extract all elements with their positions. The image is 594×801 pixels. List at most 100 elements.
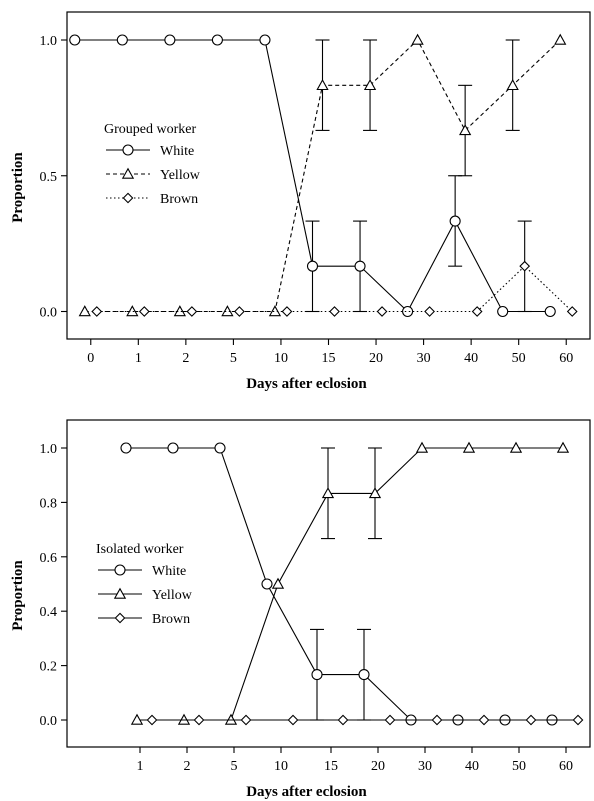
data-point xyxy=(186,306,198,317)
legend: Isolated worker White Yellow Brown xyxy=(96,542,193,627)
data-point xyxy=(424,306,435,317)
y-tick-label: 1.0 xyxy=(40,34,58,49)
x-tick-label: 2 xyxy=(182,351,189,366)
x-tick-label: 15 xyxy=(322,351,336,366)
series-white xyxy=(69,34,556,318)
data-point xyxy=(311,669,323,681)
data-point xyxy=(164,34,176,46)
chart-panel-1: 0.0 0.5 1.0 0 1 2 5 10 15 20 30 40 50 60 Days after ec… xyxy=(10,11,591,392)
legend-entry: Brown xyxy=(160,192,198,207)
data-point xyxy=(449,215,461,227)
x-tick-label: 40 xyxy=(464,351,478,366)
x-tick-label: 1 xyxy=(135,351,142,366)
y-axis-title: Proportion xyxy=(10,152,26,223)
series-white xyxy=(120,442,558,726)
series-yellow xyxy=(130,441,570,725)
y-tick-label: 0.4 xyxy=(40,605,58,620)
x-axis-title: Days after eclosion xyxy=(246,376,367,392)
series-line xyxy=(96,265,573,313)
y-tick-label: 0.0 xyxy=(40,714,58,729)
x-tick-label: 60 xyxy=(559,351,573,366)
x-tick-label: 40 xyxy=(465,759,479,774)
data-point xyxy=(329,306,340,317)
data-point xyxy=(138,306,150,317)
y-axis-title: Proportion xyxy=(10,560,26,631)
data-point xyxy=(402,305,414,318)
y-tick-label: 0.8 xyxy=(40,496,58,511)
x-tick-label: 5 xyxy=(230,351,237,366)
data-point xyxy=(69,34,81,46)
data-point xyxy=(519,260,531,272)
data-point xyxy=(91,306,103,317)
series-line xyxy=(126,447,552,721)
plot-frame xyxy=(66,419,591,748)
data-point xyxy=(130,713,144,725)
data-point xyxy=(556,441,570,453)
y-tick-label: 0.5 xyxy=(40,170,58,185)
data-point xyxy=(459,124,472,136)
series-brown xyxy=(146,714,584,726)
legend-entry: White xyxy=(152,564,186,579)
data-point xyxy=(572,714,584,726)
data-point xyxy=(221,305,234,317)
data-point xyxy=(321,487,335,499)
chart-panel-2: 0.0 0.2 0.4 0.6 0.8 1.0 1 2 5 10 15 20 30 40 50 60 Days … xyxy=(10,419,591,800)
series-brown xyxy=(91,220,578,317)
legend-marker xyxy=(114,612,126,624)
x-tick-label: 20 xyxy=(369,351,383,366)
data-point xyxy=(211,34,223,46)
data-point xyxy=(306,260,319,272)
data-point xyxy=(431,714,443,726)
data-point xyxy=(363,79,377,91)
legend-entry: Yellow xyxy=(160,168,201,183)
data-point xyxy=(509,441,523,453)
data-point xyxy=(368,487,382,499)
x-tick-label: 30 xyxy=(418,759,432,774)
data-point xyxy=(214,442,226,454)
legend-title: Grouped worker xyxy=(104,122,196,137)
data-point xyxy=(281,306,293,317)
legend-marker xyxy=(114,564,126,576)
x-tick-label: 10 xyxy=(274,759,288,774)
data-point xyxy=(415,441,429,453)
series-line xyxy=(137,447,563,721)
data-point xyxy=(354,260,366,272)
legend: Grouped worker White Yellow Brown xyxy=(104,122,201,207)
data-point xyxy=(287,714,299,726)
data-point xyxy=(193,714,205,726)
legend-entry: Yellow xyxy=(152,588,193,603)
data-point xyxy=(525,714,537,726)
legend-marker xyxy=(121,167,135,179)
data-point xyxy=(167,442,179,454)
data-point xyxy=(506,79,519,91)
legend-marker xyxy=(122,144,134,156)
data-point xyxy=(271,577,285,589)
data-point xyxy=(358,669,370,681)
data-point xyxy=(268,305,282,317)
x-tick-label: 50 xyxy=(512,351,526,366)
data-point xyxy=(478,714,490,726)
data-point xyxy=(120,442,132,454)
y-tick-label: 0.2 xyxy=(40,660,58,675)
data-point xyxy=(337,714,349,726)
plot-frame xyxy=(66,11,591,340)
data-point xyxy=(316,79,329,91)
x-tick-label: 5 xyxy=(231,759,238,774)
x-tick-label: 0 xyxy=(87,351,94,366)
x-tick-label: 20 xyxy=(371,759,385,774)
data-point xyxy=(376,306,388,317)
x-tick-label: 1 xyxy=(137,759,144,774)
data-point xyxy=(116,34,128,46)
data-point xyxy=(78,305,91,317)
series-yellow xyxy=(78,33,567,317)
data-point xyxy=(259,34,271,46)
x-axis-title: Days after eclosion xyxy=(246,784,367,800)
data-point xyxy=(554,33,567,45)
data-point xyxy=(411,33,424,45)
data-point xyxy=(566,306,578,317)
data-point xyxy=(384,714,396,726)
legend-entry: Brown xyxy=(152,612,190,627)
y-tick-label: 1.0 xyxy=(40,442,58,457)
data-point xyxy=(261,578,273,590)
x-tick-label: 10 xyxy=(274,351,288,366)
